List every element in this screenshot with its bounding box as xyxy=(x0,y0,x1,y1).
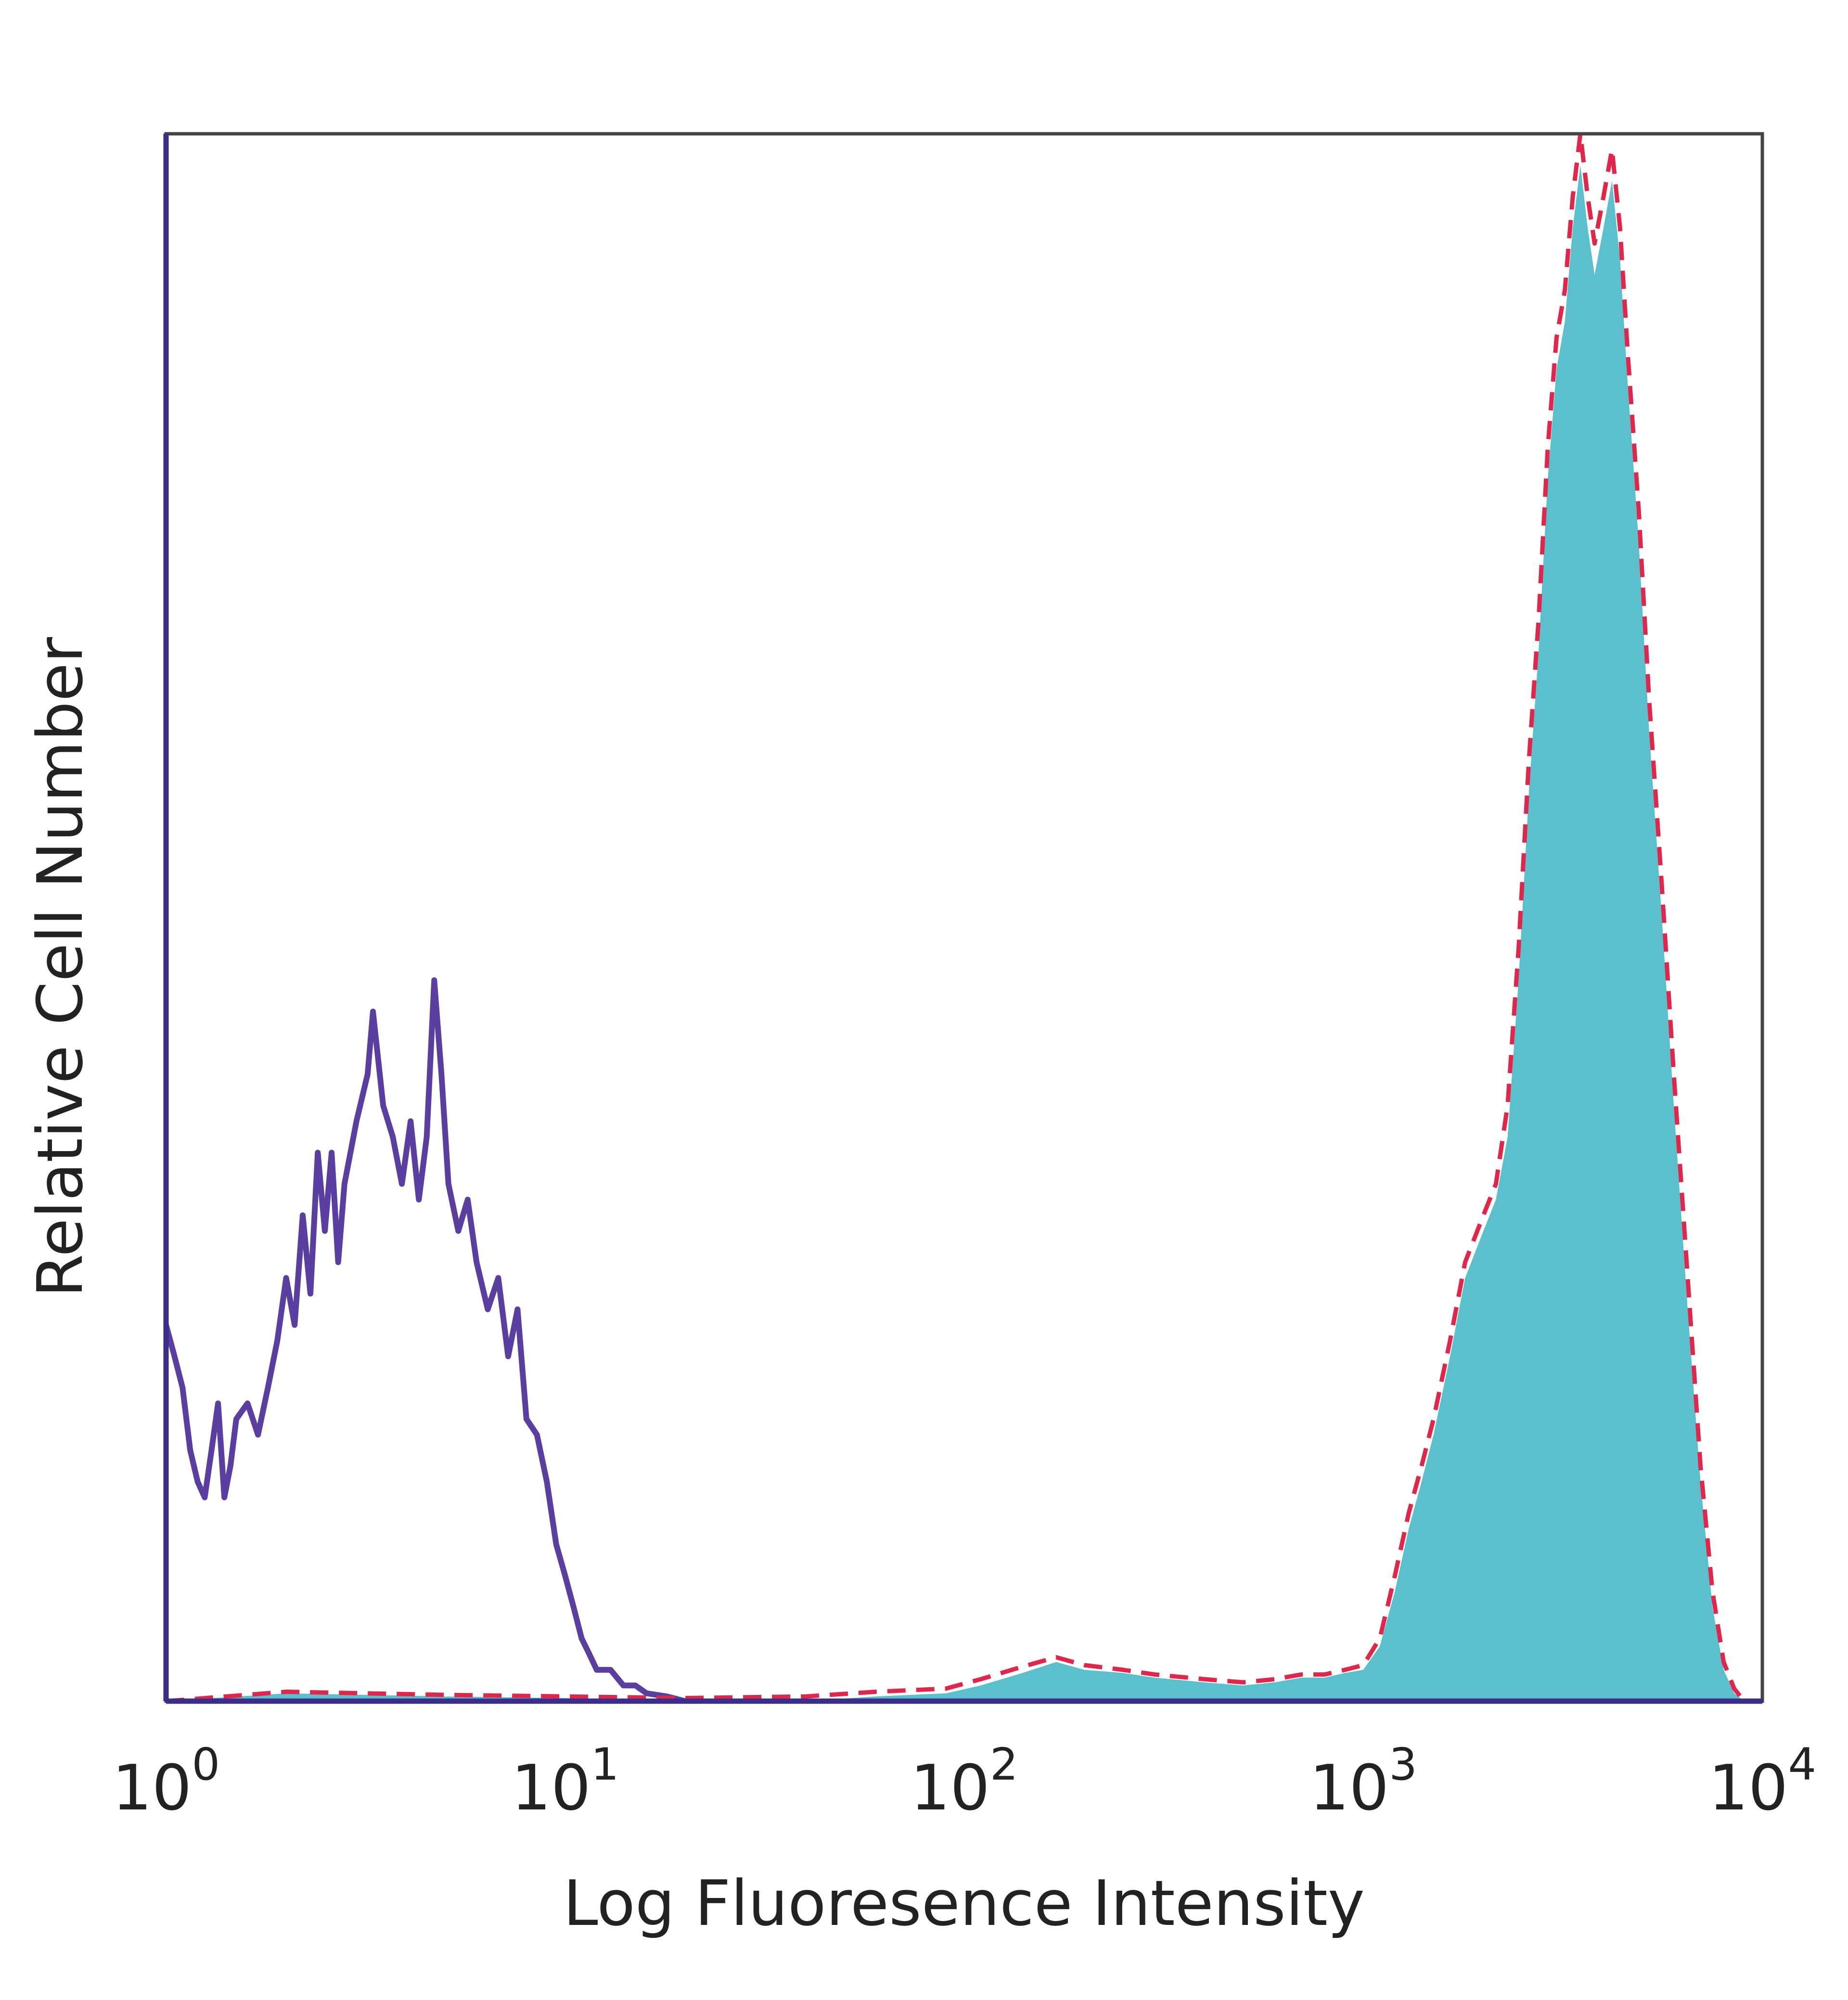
tick-base: 10 xyxy=(511,1751,590,1824)
tick-exponent: 4 xyxy=(1788,1739,1816,1790)
x-tick-labels: 100 101 102 103 104 xyxy=(112,1739,1816,1824)
tick-exponent: 1 xyxy=(591,1739,619,1790)
x-tick-label: 104 xyxy=(1708,1739,1816,1824)
tick-exponent: 2 xyxy=(990,1739,1018,1790)
tick-base: 10 xyxy=(112,1751,192,1824)
y-axis-title: Relative Cell Number xyxy=(24,637,97,1297)
series-outline-histogram xyxy=(163,977,686,1704)
x-tick-label: 102 xyxy=(911,1739,1018,1824)
series-filled-histogram xyxy=(166,165,1745,1701)
tick-base: 10 xyxy=(1309,1751,1389,1824)
x-tick-label: 103 xyxy=(1309,1739,1417,1824)
x-axis-title: Log Fluoresence Intensity xyxy=(563,1867,1365,1940)
series-dashed-histogram xyxy=(166,131,1746,1704)
tick-exponent: 0 xyxy=(192,1739,220,1790)
tick-base: 10 xyxy=(1708,1751,1788,1824)
plot-layer xyxy=(163,131,1746,1704)
x-tick-label: 100 xyxy=(112,1739,220,1824)
x-tick-label: 101 xyxy=(511,1739,619,1824)
tick-exponent: 3 xyxy=(1389,1739,1417,1790)
tick-base: 10 xyxy=(911,1751,990,1824)
